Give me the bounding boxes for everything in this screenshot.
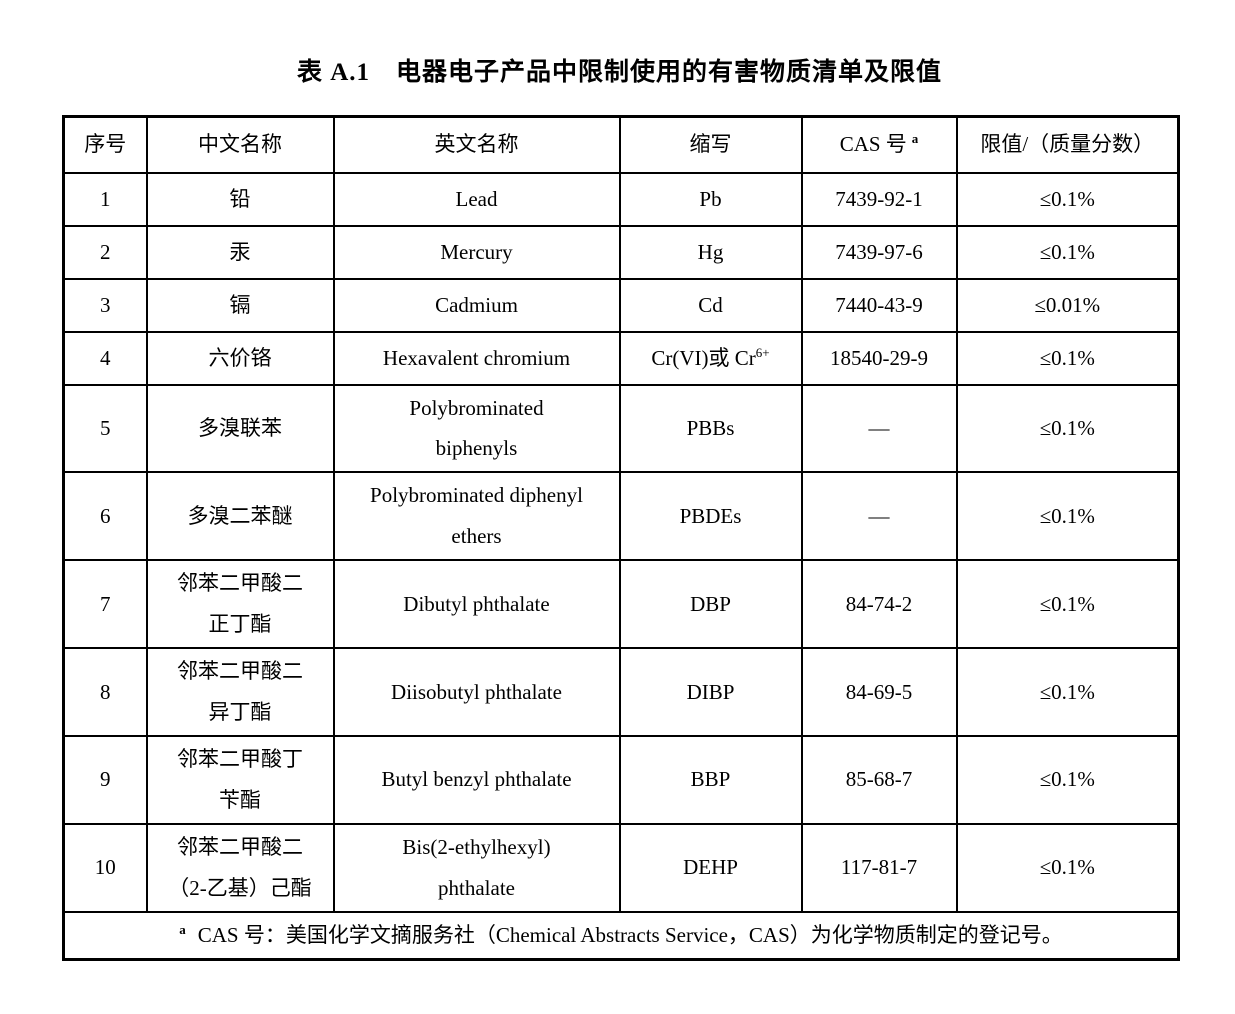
- cell-no: 7: [62, 559, 148, 650]
- cell-cas-number: 117-81-7: [800, 822, 958, 913]
- table-row: 1 铅 Lead Pb 7439-92-1 ≤0.1%: [62, 171, 1180, 227]
- cell-abbreviation: DEHP: [618, 822, 803, 913]
- cell-english-name: Mercury: [332, 224, 621, 280]
- cell-no: 8: [62, 647, 148, 737]
- cell-limit: ≤0.1%: [955, 735, 1180, 825]
- cell-no: 6: [62, 471, 148, 562]
- abbreviation-superscript: 6+: [755, 344, 770, 360]
- table-row: 8 邻苯二甲酸二 异丁酯 Diisobutyl phthalate DIBP 8…: [62, 647, 1180, 737]
- cell-limit: ≤0.1%: [955, 822, 1180, 913]
- cell-cas-number: 18540-29-9: [800, 330, 958, 386]
- cell-cas-number: —: [800, 471, 958, 562]
- cell-no: 9: [62, 735, 148, 825]
- cell-chinese-name: 多溴联苯: [145, 383, 335, 474]
- footnote-text: CAS 号：美国化学文摘服务社（Chemical Abstracts Servi…: [197, 922, 1063, 947]
- cell-english-name: Polybrominated diphenyl ethers: [332, 471, 621, 562]
- cell-limit: ≤0.1%: [955, 330, 1180, 386]
- cell-limit: ≤0.1%: [955, 383, 1180, 474]
- cell-chinese-name: 汞: [145, 224, 335, 280]
- cas-header-text: CAS 号: [839, 132, 907, 157]
- cell-chinese-name: 邻苯二甲酸二 异丁酯: [145, 647, 335, 737]
- cell-abbreviation: Cr(VI)或 Cr6+: [618, 330, 803, 386]
- cell-chinese-name: 多溴二苯醚: [145, 471, 335, 562]
- cell-english-name: Hexavalent chromium: [332, 330, 621, 386]
- cell-cas-number: 7440-43-9: [800, 277, 958, 333]
- cell-abbreviation: DIBP: [618, 647, 803, 737]
- table-row: 3 镉 Cadmium Cd 7440-43-9 ≤0.01%: [62, 277, 1180, 333]
- cell-chinese-name: 邻苯二甲酸二 （2-乙基）己酯: [145, 822, 335, 913]
- cell-abbreviation: DBP: [618, 559, 803, 650]
- cell-english-name: Cadmium: [332, 277, 621, 333]
- cell-limit: ≤0.1%: [955, 171, 1180, 227]
- cell-abbreviation: Hg: [618, 224, 803, 280]
- cell-abbreviation: Pb: [618, 171, 803, 227]
- column-header-no: 序号: [62, 115, 148, 174]
- table-title: 表 A.1 电器电子产品中限制使用的有害物质清单及限值: [296, 59, 943, 86]
- cell-chinese-name: 邻苯二甲酸丁 苄酯: [145, 735, 335, 825]
- cell-limit: ≤0.01%: [955, 277, 1180, 333]
- cell-english-name: Bis(2-ethylhexyl) phthalate: [332, 822, 621, 913]
- cell-no: 5: [62, 383, 148, 474]
- footnote-row: a CAS 号：美国化学文摘服务社（Chemical Abstracts Serv…: [62, 910, 1180, 961]
- cell-english-name: Butyl benzyl phthalate: [332, 735, 621, 825]
- table-row: 6 多溴二苯醚 Polybrominated diphenyl ethers P…: [62, 471, 1180, 562]
- column-header-english-name: 英文名称: [332, 115, 621, 174]
- footnote-superscript: a: [179, 921, 186, 937]
- cell-cas-number: —: [800, 383, 958, 474]
- column-header-chinese-name: 中文名称: [145, 115, 335, 174]
- cell-no: 3: [62, 277, 148, 333]
- cell-english-name: Lead: [332, 171, 621, 227]
- cell-no: 2: [62, 224, 148, 280]
- cell-cas-number: 85-68-7: [800, 735, 958, 825]
- cell-abbreviation: BBP: [618, 735, 803, 825]
- table-row: 2 汞 Mercury Hg 7439-97-6 ≤0.1%: [62, 224, 1180, 280]
- cell-limit: ≤0.1%: [955, 224, 1180, 280]
- table-row: 9 邻苯二甲酸丁 苄酯 Butyl benzyl phthalate BBP 8…: [62, 735, 1180, 825]
- cell-no: 1: [62, 171, 148, 227]
- footnote-cell: a CAS 号：美国化学文摘服务社（Chemical Abstracts Serv…: [62, 910, 1180, 961]
- cell-abbreviation: Cd: [618, 277, 803, 333]
- cell-cas-number: 7439-92-1: [800, 171, 958, 227]
- cell-limit: ≤0.1%: [955, 471, 1180, 562]
- cell-chinese-name: 镉: [145, 277, 335, 333]
- table-row: 4 六价铬 Hexavalent chromium Cr(VI)或 Cr6+ 1…: [62, 330, 1180, 386]
- table-row: 5 多溴联苯 Polybrominated biphenyls PBBs — ≤…: [62, 383, 1180, 474]
- column-header-limit: 限值/（质量分数）: [955, 115, 1180, 174]
- cell-cas-number: 84-74-2: [800, 559, 958, 650]
- cell-limit: ≤0.1%: [955, 559, 1180, 650]
- cell-limit: ≤0.1%: [955, 647, 1180, 737]
- cell-english-name: Diisobutyl phthalate: [332, 647, 621, 737]
- cell-cas-number: 84-69-5: [800, 647, 958, 737]
- abbreviation-text: Cr(VI)或 Cr: [651, 345, 756, 370]
- cell-chinese-name: 邻苯二甲酸二 正丁酯: [145, 559, 335, 650]
- cell-abbreviation: PBDEs: [618, 471, 803, 562]
- cell-english-name: Polybrominated biphenyls: [332, 383, 621, 474]
- column-header-abbreviation: 缩写: [618, 115, 803, 174]
- cas-header-superscript: a: [911, 131, 919, 147]
- cell-cas-number: 7439-97-6: [800, 224, 958, 280]
- cell-english-name: Dibutyl phthalate: [332, 559, 621, 650]
- cell-abbreviation: PBBs: [618, 383, 803, 474]
- cell-chinese-name: 铅: [145, 171, 335, 227]
- table-row: 10 邻苯二甲酸二 （2-乙基）己酯 Bis(2-ethylhexyl) pht…: [62, 822, 1180, 913]
- cell-no: 4: [62, 330, 148, 386]
- cell-no: 10: [62, 822, 148, 913]
- table-row: 7 邻苯二甲酸二 正丁酯 Dibutyl phthalate DBP 84-74…: [62, 559, 1180, 650]
- cell-chinese-name: 六价铬: [145, 330, 335, 386]
